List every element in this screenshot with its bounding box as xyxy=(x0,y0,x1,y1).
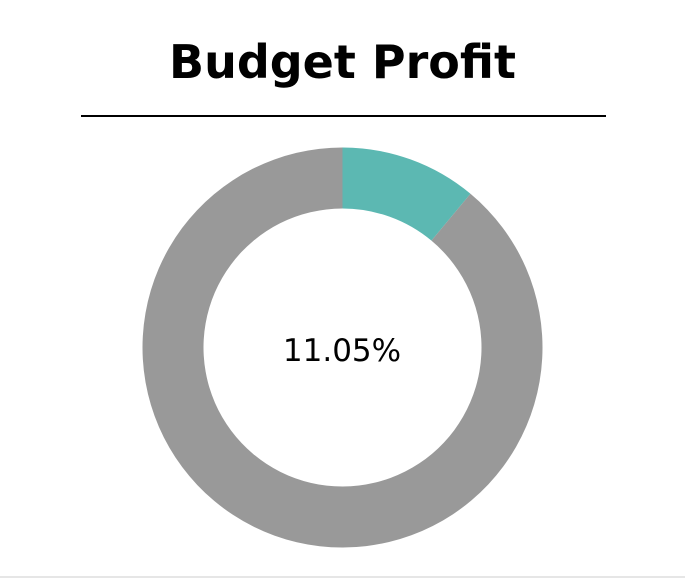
center-percentage-label: 11.05% xyxy=(283,333,401,369)
bottom-border xyxy=(0,576,685,578)
remainder-slice xyxy=(142,147,543,548)
title-divider xyxy=(81,115,606,117)
profit-slice xyxy=(342,147,471,241)
chart-title: Budget Profit xyxy=(169,35,516,89)
donut-slices xyxy=(142,147,543,548)
